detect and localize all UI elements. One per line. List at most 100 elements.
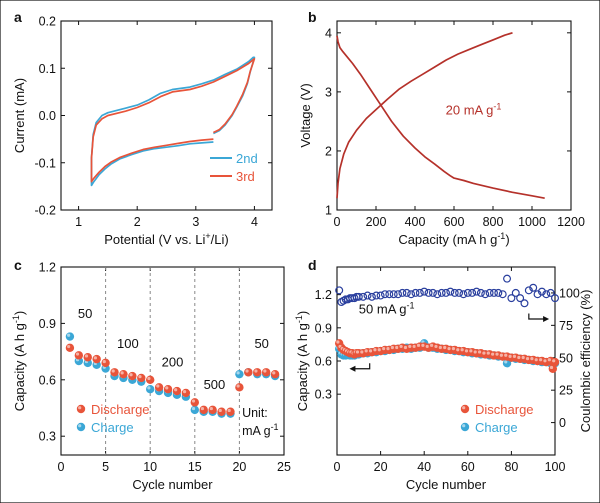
point-coulombic-efficiency <box>411 288 420 297</box>
legend-marker <box>76 404 86 414</box>
point-charge <box>235 369 244 379</box>
point-discharge-highlight <box>534 358 538 362</box>
rate-label: 100 <box>117 336 139 351</box>
point-discharge <box>128 371 137 381</box>
point-discharge-highlight <box>174 388 178 392</box>
unit-label-2: mA g-1 <box>242 422 279 438</box>
x-axis-title: Cycle number <box>132 477 213 492</box>
legend-marker <box>460 422 470 432</box>
y-axis-title-part: -1 <box>11 315 21 323</box>
y2-tick-label: 25 <box>559 384 573 398</box>
point-discharge <box>110 368 119 377</box>
point-discharge-highlight <box>399 344 403 349</box>
point-discharge-highlight <box>447 347 451 351</box>
x-axis-title-part: Potential (V vs. Li <box>104 232 205 247</box>
rate-annotation-part: 50 mA g <box>359 301 407 316</box>
point-discharge <box>261 368 271 377</box>
point-coulombic-efficiency <box>524 286 533 295</box>
point-discharge-highlight <box>512 354 517 358</box>
x-tick-label: 25 <box>277 460 291 474</box>
y-tick-label: 0.9 <box>315 321 332 335</box>
legend-marker-highlight <box>78 424 82 428</box>
point-discharge-highlight <box>390 345 394 350</box>
x-tick-label: 600 <box>444 215 465 229</box>
x-tick-label: 1200 <box>557 215 585 229</box>
y-tick-label: 2 <box>325 144 332 158</box>
point-coulombic-efficiency <box>359 292 368 301</box>
y-axis-title-part: Capacity (A h g <box>295 323 310 411</box>
arrowhead-right <box>543 315 550 322</box>
point-coulombic-efficiency <box>533 290 542 299</box>
point-coulombic-efficiency <box>498 290 507 299</box>
point-coulombic-efficiency <box>520 299 529 308</box>
point-discharge-highlight <box>421 343 425 347</box>
rate-label: 500 <box>204 377 226 392</box>
panel-letter: b <box>308 9 317 25</box>
x-tick-label: 0 <box>58 460 65 474</box>
rate-annotation: 50 mA g-1 <box>359 300 415 316</box>
x-tick-label: 400 <box>405 215 426 229</box>
panel-a: a 1 2 3 4 -0.2 -0.1 0.0 0.1 0.2 2nd 3rd Potential (V… <box>12 9 273 247</box>
point-discharge-highlight <box>486 351 490 355</box>
x-tick-label: 10 <box>143 460 157 474</box>
point-discharge-highlight <box>84 354 89 358</box>
panel-letter: d <box>308 257 317 273</box>
point-discharge-highlight <box>236 384 240 388</box>
point-discharge-highlight <box>67 344 71 349</box>
x-tick-label: 1000 <box>518 215 546 229</box>
y-tick-label: 1 <box>325 204 332 218</box>
rate-annotation-part: -1 <box>407 300 415 310</box>
legend-label: Charge <box>475 420 518 435</box>
point-discharge-highlight <box>147 376 151 381</box>
y2-tick-label: 100 <box>559 286 580 300</box>
point-discharge <box>137 373 146 383</box>
point-discharge-highlight <box>451 347 456 351</box>
point-discharge-highlight <box>364 349 368 353</box>
point-discharge-highlight <box>477 350 482 354</box>
x-tick-label: 15 <box>188 460 202 474</box>
point-discharge-highlight <box>403 345 408 350</box>
point-discharge-highlight <box>460 348 464 352</box>
point-coulombic-efficiency <box>485 288 494 297</box>
point-coulombic-efficiency <box>472 287 481 296</box>
y-tick-label: 0.9 <box>39 317 56 331</box>
point-discharge-highlight <box>408 344 412 349</box>
point-coulombic-efficiency <box>476 288 485 297</box>
point-discharge-highlight <box>543 359 547 363</box>
point-discharge-highlight <box>499 353 503 357</box>
point-discharge <box>101 358 110 368</box>
point-charge <box>65 332 75 341</box>
point-coulombic-efficiency <box>372 291 381 300</box>
legend-marker <box>76 422 86 432</box>
point-discharge-highlight <box>254 369 258 373</box>
legend-label: 2nd <box>236 151 258 166</box>
y-axis-title: Voltage (V) <box>298 83 313 147</box>
point-discharge-highlight <box>525 356 530 361</box>
point-discharge-highlight <box>539 358 543 362</box>
point-coulombic-efficiency <box>363 291 372 300</box>
point-coulombic-efficiency <box>402 288 411 297</box>
legend-marker-highlight <box>78 406 82 410</box>
point-coulombic-efficiency <box>415 288 424 297</box>
point-discharge-highlight <box>227 408 231 413</box>
rate-label: 50 <box>254 336 268 351</box>
point-discharge-highlight <box>491 352 495 356</box>
point-discharge-highlight <box>75 352 80 356</box>
point-discharge <box>146 375 155 384</box>
x-tick-label: 2 <box>134 215 141 229</box>
legend-label: Charge <box>91 420 134 435</box>
y2-tick-label: 75 <box>559 319 573 333</box>
point-discharge-highlight <box>355 350 360 354</box>
unit-exponent: -1 <box>271 422 279 432</box>
point-discharge-highlight <box>272 371 276 375</box>
x-axis-title-part: /Li) <box>211 232 229 247</box>
point-coulombic-efficiency <box>437 288 446 297</box>
point-discharge <box>199 405 208 415</box>
x-tick-label: 1 <box>75 215 82 229</box>
point-charge-highlight <box>236 371 240 375</box>
point-discharge-highlight <box>469 349 473 353</box>
point-coulombic-efficiency <box>335 286 344 295</box>
point-discharge-highlight <box>456 348 460 352</box>
